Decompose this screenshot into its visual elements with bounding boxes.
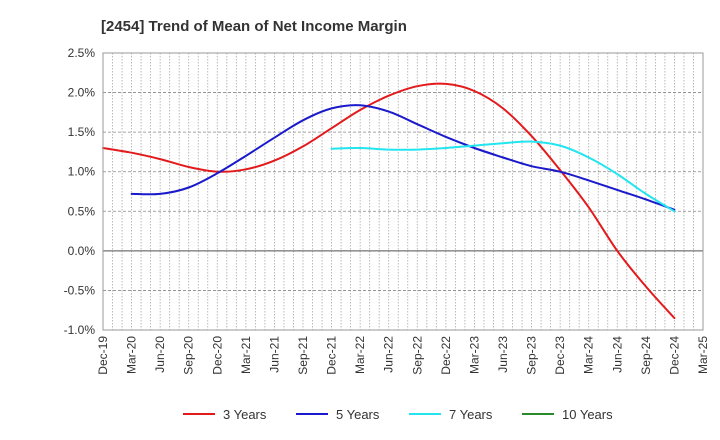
x-axis-ticks: Dec-19 Mar-20 Jun-20 Sep-20 Dec-20 Mar-21 Jun-… [96, 336, 710, 375]
plot-frame [102, 52, 704, 331]
x-tick-label: Dec-23 [553, 336, 567, 375]
grid [103, 53, 703, 330]
y-tick-label: 2.0% [68, 86, 96, 100]
x-tick-label: Sep-24 [639, 336, 653, 375]
y-tick-label: 1.0% [68, 165, 96, 179]
x-tick-label: Mar-22 [353, 336, 367, 374]
x-tick-label: Jun-23 [496, 336, 510, 373]
x-tick-label: Mar-20 [125, 336, 139, 374]
legend: 3 Years 5 Years 7 Years 10 Years [183, 407, 613, 422]
legend-label-10-years: 10 Years [562, 407, 613, 422]
y-tick-label: 0.0% [68, 244, 96, 258]
x-tick-label: Sep-21 [296, 336, 310, 375]
legend-label-7-years: 7 Years [449, 407, 493, 422]
x-tick-label: Dec-22 [439, 336, 453, 375]
x-tick-label: Dec-19 [96, 336, 110, 375]
x-tick-label: Jun-24 [610, 336, 624, 373]
x-tick-label: Dec-24 [667, 336, 681, 375]
series-line-5-years [130, 104, 676, 211]
x-tick-label: Mar-23 [467, 336, 481, 374]
y-tick-label: -1.0% [64, 323, 96, 337]
legend-label-3-years: 3 Years [223, 407, 267, 422]
x-tick-label: Jun-22 [382, 336, 396, 373]
y-tick-label: 1.5% [68, 125, 96, 139]
y-tick-label: -0.5% [64, 283, 96, 297]
x-tick-label: Jun-21 [267, 336, 281, 373]
series-lines [102, 82, 676, 320]
x-tick-label: Dec-21 [325, 336, 339, 375]
x-tick-label: Jun-20 [153, 336, 167, 373]
y-axis-ticks: 2.5% 2.0% 1.5% 1.0% 0.5% 0.0% -0.5% -1.0% [64, 46, 96, 337]
x-tick-label: Mar-25 [696, 336, 710, 374]
series-line-7-years [330, 140, 676, 213]
x-tick-label: Sep-20 [182, 336, 196, 375]
y-tick-label: 0.5% [68, 204, 96, 218]
legend-label-5-years: 5 Years [336, 407, 380, 422]
series-line-3-years [102, 82, 676, 320]
chart-title: [2454] Trend of Mean of Net Income Margi… [101, 18, 407, 35]
x-tick-label: Mar-24 [582, 336, 596, 374]
x-tick-label: Dec-20 [210, 336, 224, 375]
x-tick-label: Sep-23 [525, 336, 539, 375]
x-tick-label: Mar-21 [239, 336, 253, 374]
x-tick-label: Sep-22 [410, 336, 424, 375]
y-tick-label: 2.5% [68, 46, 96, 60]
